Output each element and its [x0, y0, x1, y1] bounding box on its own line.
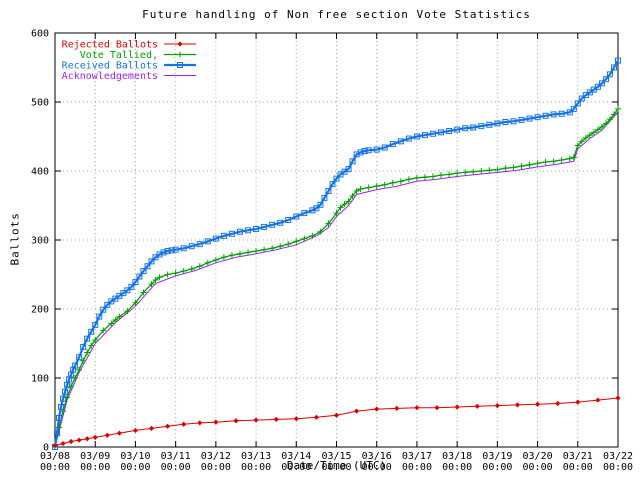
legend-label: Rejected Ballots — [62, 40, 158, 51]
x-tick-date-label: 03/16 — [362, 451, 392, 462]
legend-item-vote-tallied: Vote Tallied, — [80, 50, 196, 61]
y-tick-label: 600 — [31, 29, 49, 40]
legend-item-rejected-ballots: Rejected Ballots — [62, 40, 196, 51]
x-tick-time-label: 00:00 — [362, 462, 392, 473]
x-tick-time-label: 00:00 — [563, 462, 593, 473]
series-vote-tallied — [52, 105, 621, 450]
x-tick-time-label: 00:00 — [482, 462, 512, 473]
gridlines — [54, 32, 619, 448]
x-tick-time-label: 00:00 — [241, 462, 271, 473]
x-tick-date-label: 03/15 — [321, 451, 351, 462]
x-tick-time-label: 00:00 — [161, 462, 191, 473]
legend-label: Acknowledgements — [62, 71, 158, 82]
y-tick-label: 500 — [31, 98, 49, 109]
x-tick-date-label: 03/21 — [563, 451, 593, 462]
legend-label: Received Ballots — [62, 61, 158, 72]
legend-item-received-ballots: Received Ballots — [62, 61, 196, 72]
x-tick-time-label: 00:00 — [120, 462, 150, 473]
x-tick-time-label: 00:00 — [321, 462, 351, 473]
x-tick-date-label: 03/14 — [281, 451, 311, 462]
x-tick-date-label: 03/12 — [201, 451, 231, 462]
y-tick-label: 0 — [43, 443, 49, 454]
x-tick-time-label: 00:00 — [201, 462, 231, 473]
legend-item-acknowledgements: Acknowledgements — [62, 71, 196, 82]
x-tick-time-label: 00:00 — [80, 462, 110, 473]
series-rejected-ballots — [52, 395, 621, 449]
x-tick-date-label: 03/13 — [241, 451, 271, 462]
x-tick-time-label: 00:00 — [523, 462, 553, 473]
x-tick-time-label: 00:00 — [40, 462, 70, 473]
x-tick-time-label: 00:00 — [442, 462, 472, 473]
x-tick-date-label: 03/19 — [482, 451, 512, 462]
y-tick-label: 100 — [31, 374, 49, 385]
x-tick-date-label: 03/18 — [442, 451, 472, 462]
y-tick-label: 400 — [31, 167, 49, 178]
x-tick-date-label: 03/09 — [80, 451, 110, 462]
x-tick-date-label: 03/20 — [523, 451, 553, 462]
x-tick-time-label: 00:00 — [281, 462, 311, 473]
x-tick-time-label: 00:00 — [402, 462, 432, 473]
chart-title: Future handling of Non free section Vote… — [142, 8, 531, 21]
x-tick-date-label: 03/11 — [161, 451, 191, 462]
y-tick-label: 200 — [31, 305, 49, 316]
x-tick-time-label: 00:00 — [603, 462, 633, 473]
y-tick-label: 300 — [31, 236, 49, 247]
x-tick-date-label: 03/10 — [120, 451, 150, 462]
x-tick-date-label: 03/22 — [603, 451, 633, 462]
series-received-ballots — [52, 57, 621, 450]
series-acknowledgements — [54, 111, 619, 448]
x-tick-date-label: 03/08 — [40, 451, 70, 462]
x-tick-date-label: 03/17 — [402, 451, 432, 462]
legend-label: Vote Tallied, — [80, 50, 158, 61]
x-axis-label: Date/Time (UTC) — [286, 459, 387, 472]
